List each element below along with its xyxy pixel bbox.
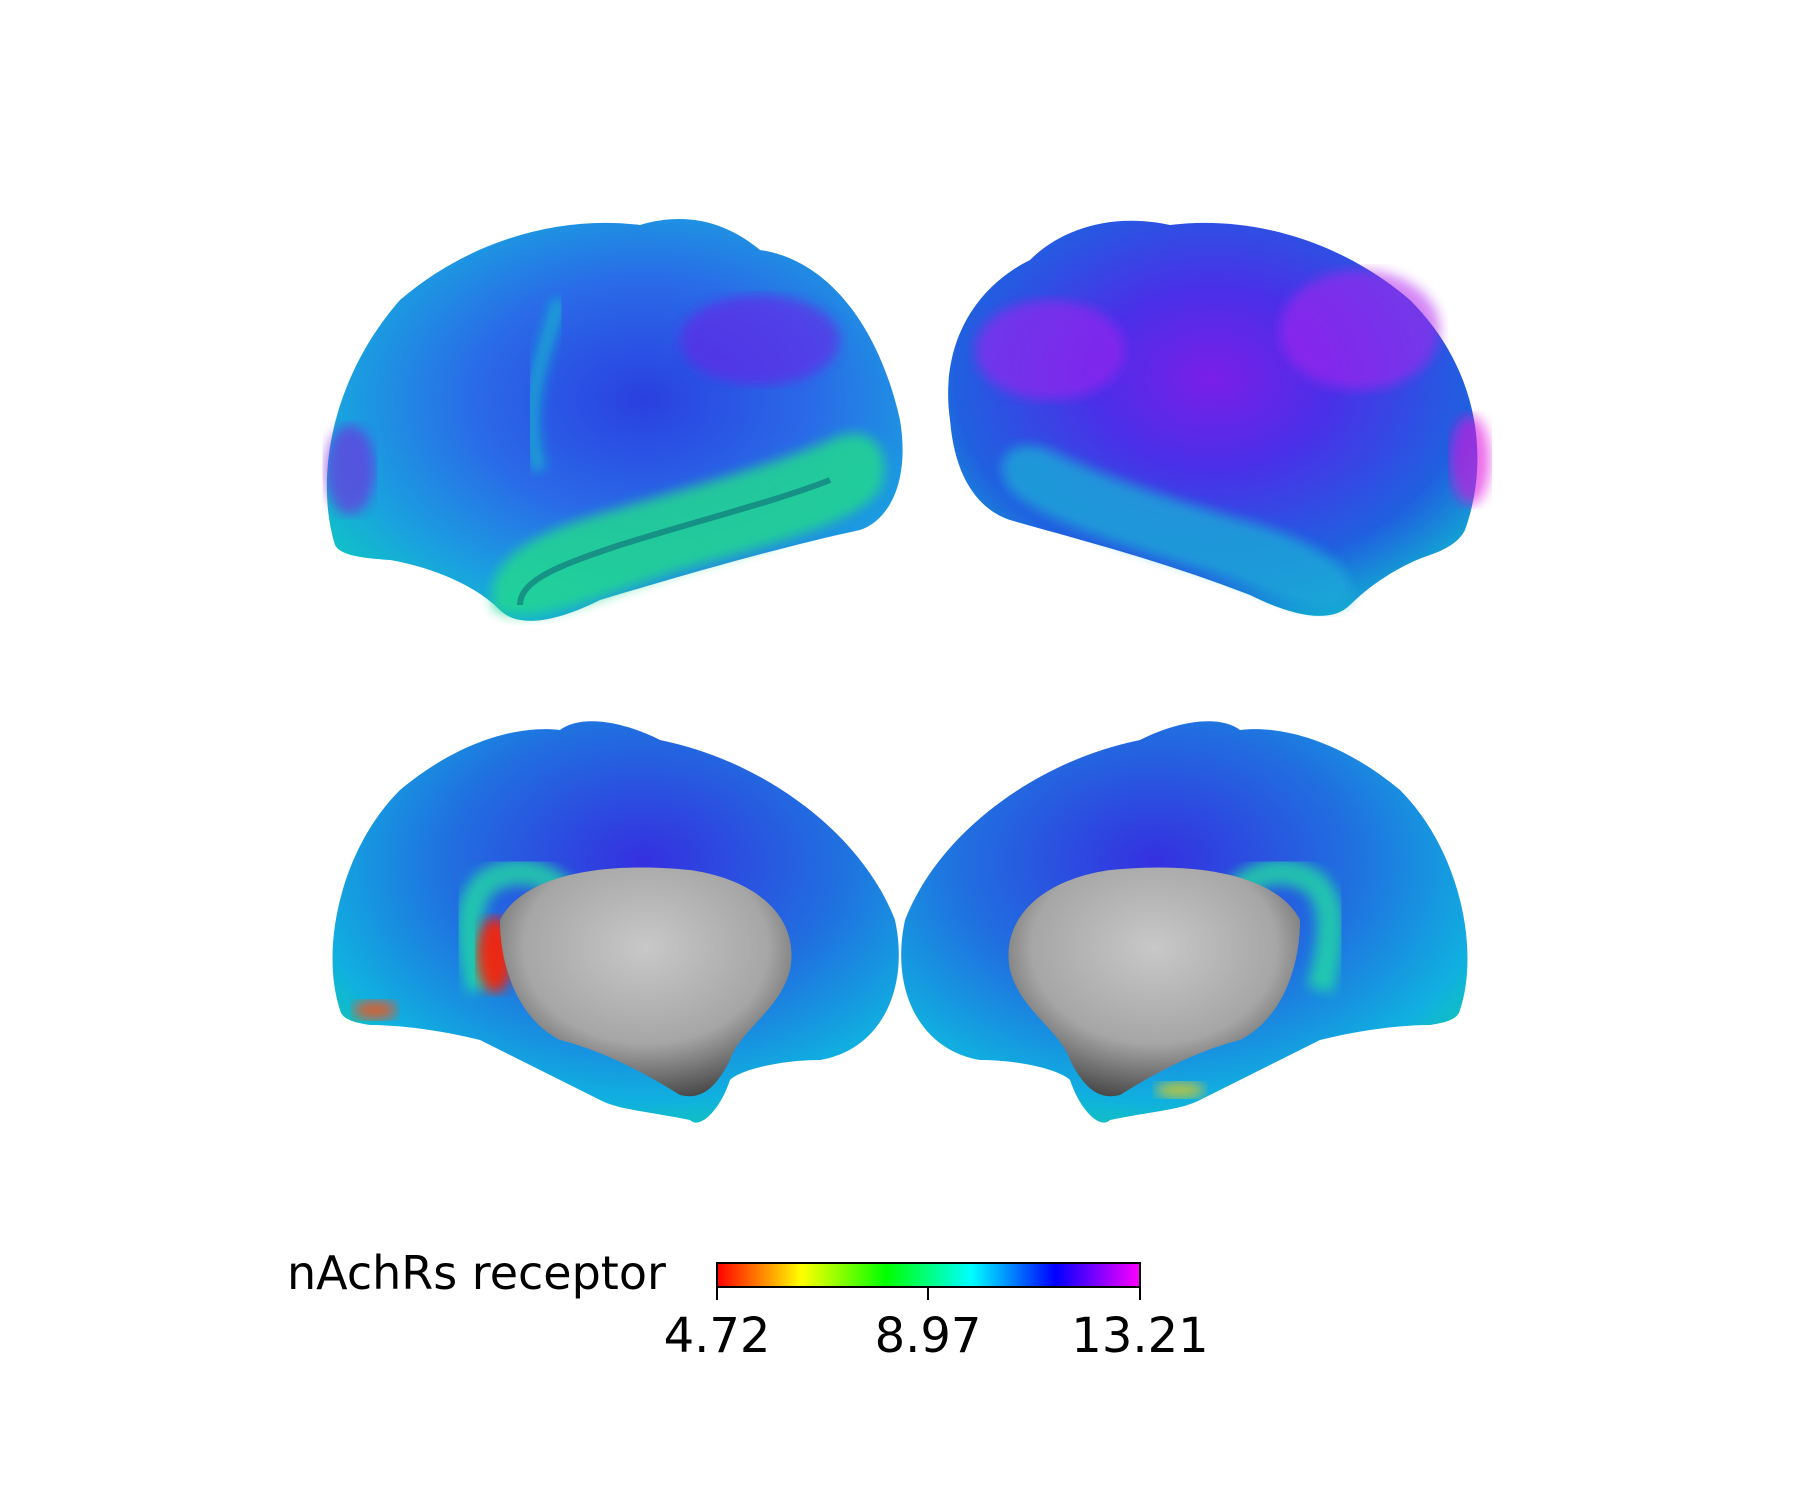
left-medial-wall [500,867,792,1097]
colorbar-tick-label-min: 4.72 [663,1308,771,1364]
left-lateral-hemisphere [325,219,903,621]
right-temporal-region [1002,445,1352,609]
colorbar-label: nAchRs receptor [287,1246,666,1300]
left-parietal-patch [680,295,840,385]
colorbar [716,1262,1141,1300]
colorbar-tick-label-max: 13.21 [1071,1308,1209,1364]
right-medial-hemisphere [901,721,1468,1123]
right-frontal-pole-patch [1450,415,1490,505]
colorbar-gradient [716,1262,1141,1288]
left-central-sulcus [524,297,567,473]
right-temporal-hotspot [1155,1082,1205,1098]
left-occipital-patch [325,425,375,515]
left-occipital-hotspot [353,1000,397,1020]
right-medial-wall [1008,867,1300,1097]
left-sylvian-fissure [517,477,832,606]
right-lateral-hemisphere [948,220,1490,616]
colorbar-tick-label-mid: 8.97 [874,1308,982,1364]
right-frontal-patch [1280,270,1440,390]
left-medial-hemisphere [332,721,899,1123]
right-parietal-patch [975,300,1125,400]
